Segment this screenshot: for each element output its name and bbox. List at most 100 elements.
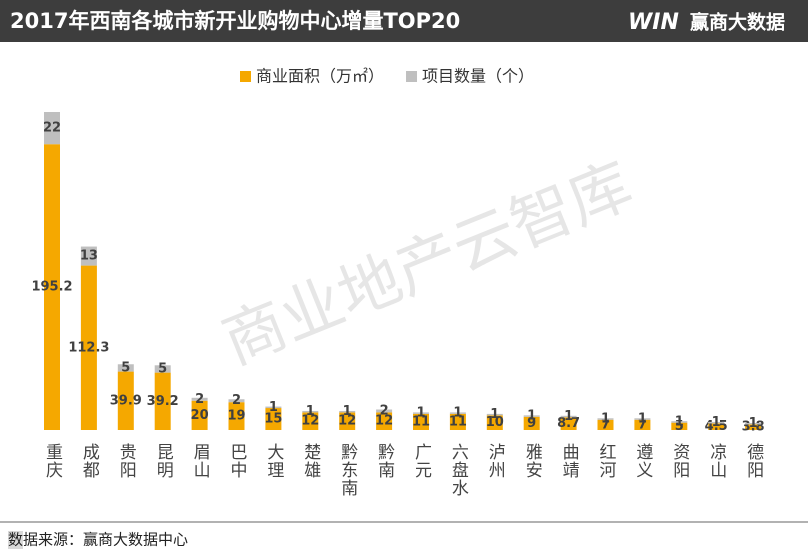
x-tick-label: 德阳 — [743, 443, 764, 479]
source-badge — [8, 531, 23, 549]
bar-segment — [449, 412, 466, 414]
value-label: 39.9 — [110, 393, 142, 408]
bar-segment — [265, 406, 282, 409]
bar-segment — [339, 410, 356, 413]
x-tick-label: 六盘水 — [448, 443, 469, 497]
x-tick-label: 广元 — [411, 443, 432, 479]
x-tick-label: 巴中 — [227, 443, 247, 479]
bar-segment — [191, 400, 208, 430]
bar-segment — [44, 144, 60, 430]
value-label: 1 — [675, 414, 684, 429]
bar-segment — [44, 112, 60, 145]
x-tick-label: 大理 — [263, 443, 284, 479]
bar-segment — [597, 418, 614, 420]
value-label: 19 — [227, 409, 245, 424]
bar-segment — [80, 246, 97, 266]
value-label: 1 — [490, 407, 499, 422]
bar-segment — [191, 397, 208, 401]
value-label: 12 — [301, 414, 319, 429]
value-label: 1 — [564, 409, 573, 424]
bar-segment — [560, 415, 577, 418]
bar-segment — [80, 265, 97, 430]
value-label: 11 — [449, 414, 467, 429]
bar-segment — [117, 371, 134, 430]
x-tick-label: 资阳 — [669, 443, 690, 479]
bar-segment — [154, 365, 171, 373]
logo-text: 赢商大数据 — [690, 11, 785, 34]
value-label: 20 — [191, 408, 209, 423]
bar-segment — [228, 399, 245, 403]
bar-segment — [117, 364, 134, 372]
logo-mark: WIN — [628, 10, 679, 35]
x-tick-label: 泸州 — [485, 443, 506, 479]
value-label: 10 — [486, 415, 504, 430]
value-label: 15 — [264, 412, 282, 427]
bar-segment — [413, 412, 429, 414]
bar-segment — [376, 412, 393, 430]
value-label: 195.2 — [31, 280, 72, 295]
value-label: 1 — [638, 412, 647, 427]
x-tick-label: 成都 — [79, 443, 100, 479]
value-label: 1 — [416, 406, 425, 421]
value-label: 12 — [338, 414, 356, 429]
value-label: 1 — [343, 404, 352, 419]
value-label: 1 — [749, 416, 758, 431]
bar-segment — [634, 419, 651, 430]
value-label: 7 — [638, 417, 647, 432]
bar-segment — [228, 402, 245, 430]
value-label: 5 — [675, 419, 684, 434]
bar-segment — [745, 422, 762, 425]
value-label: 22 — [43, 121, 61, 136]
legend-swatch — [406, 71, 418, 82]
value-label: 9 — [527, 416, 536, 431]
bar-segment — [449, 413, 466, 430]
value-label: 1 — [527, 409, 536, 424]
legend-label: 商业面积（万㎡） — [256, 67, 384, 86]
x-tick-label: 眉山 — [190, 443, 211, 479]
chart-title: 2017年西南各城市新开业购物中心增量TOP20 — [10, 9, 460, 33]
x-tick-label: 黔南 — [374, 443, 395, 479]
watermark: 商业地产云智库 — [214, 152, 642, 378]
bar-segment — [302, 410, 319, 413]
value-label: 13 — [80, 249, 98, 264]
bar-segment — [339, 412, 356, 430]
bar-segment — [154, 372, 171, 430]
bar-segment — [486, 413, 503, 416]
x-tick-label: 遵义 — [632, 443, 653, 479]
value-label: 8.7 — [557, 416, 580, 431]
x-tick-label: 重庆 — [42, 443, 63, 479]
bar-segment — [523, 416, 540, 430]
x-tick-label: 曲靖 — [559, 443, 580, 479]
legend-label: 项目数量（个） — [422, 67, 534, 86]
bar-segment — [708, 423, 725, 430]
x-tick-label: 贵阳 — [116, 443, 137, 479]
bar-segment — [745, 424, 762, 430]
legend-swatch — [240, 71, 251, 82]
value-label: 2 — [232, 393, 241, 408]
value-label: 1 — [306, 404, 315, 419]
bar-segment — [413, 413, 429, 430]
bar-segment — [634, 418, 651, 420]
bar-segment — [265, 408, 282, 430]
header-bar — [0, 0, 808, 42]
value-label: 112.3 — [68, 340, 109, 355]
value-label: 1 — [453, 406, 462, 421]
bar-segment — [560, 417, 577, 430]
value-label: 11 — [412, 414, 430, 429]
bar-segment — [302, 412, 319, 430]
source: 数据来源：赢商大数据中心 — [8, 531, 188, 549]
bar-segment — [671, 421, 688, 423]
value-label: 39.2 — [147, 394, 179, 409]
value-label: 2 — [195, 392, 204, 407]
bar-segment — [376, 409, 393, 413]
x-tick-label: 昆明 — [153, 443, 173, 479]
bar-segment — [671, 422, 688, 430]
x-tick-label: 红河 — [596, 443, 617, 479]
value-label: 12 — [375, 414, 393, 429]
value-label: 2 — [380, 403, 389, 418]
bar-segment — [597, 419, 614, 430]
value-label: 1 — [601, 412, 610, 427]
bar-segment — [486, 415, 503, 430]
bar-segment — [708, 421, 725, 424]
x-tick-label: 雅安 — [522, 443, 543, 479]
